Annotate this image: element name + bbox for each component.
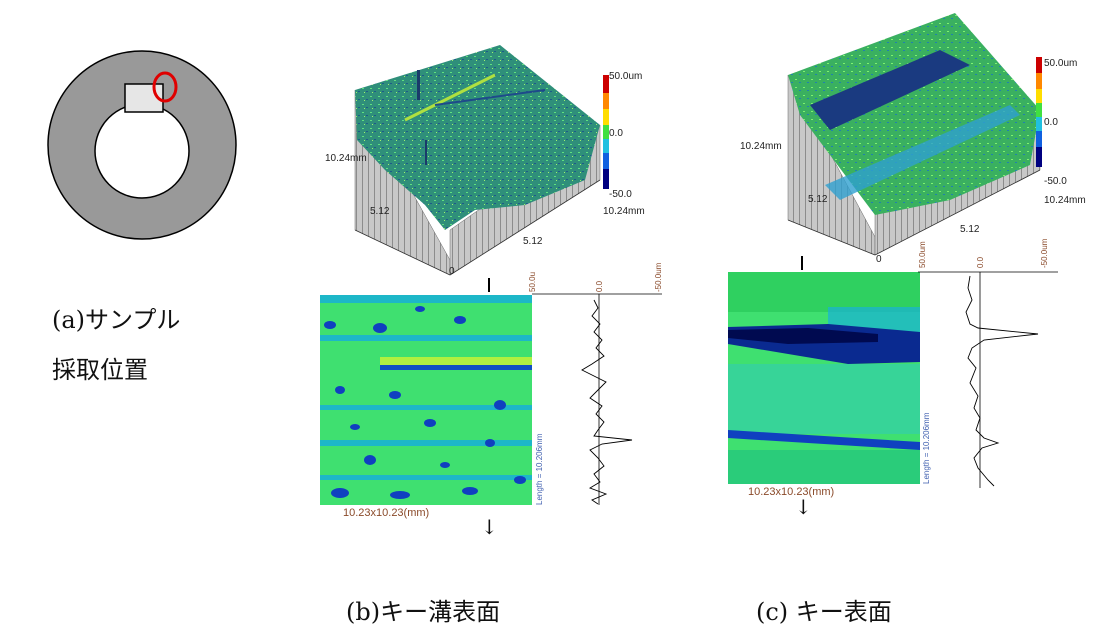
c-profile-scale-right: -50.0um (1040, 238, 1049, 268)
b-profile-scale-right: -50.0um (654, 262, 663, 292)
sample-location-diagram (47, 50, 237, 240)
caption-a-line1: (a)サンプル (52, 306, 181, 334)
b-axis-10-24-right: 10.24mm (603, 206, 645, 217)
c-down-arrow-icon: ↓ (795, 495, 812, 519)
c-axis-5-12-left: 5.12 (808, 194, 828, 205)
c-axis-10-24-right: 10.24mm (1044, 195, 1086, 206)
caption-b: (b)キー溝表面 (346, 598, 501, 626)
profile-b (532, 293, 662, 505)
b-scale-bottom: -50.0 (609, 189, 632, 200)
ring-inner (94, 103, 190, 199)
b-size-label: 10.23x10.23(mm) (343, 507, 430, 519)
b-scale-mid: 0.0 (609, 128, 623, 139)
b-section-marker-top (488, 278, 490, 292)
profile-c (918, 271, 1058, 488)
b-axis-5-12-bottom: 5.12 (523, 236, 543, 247)
b-axis-0: 0 (449, 266, 455, 277)
caption-a-line2: 採取位置 (52, 356, 148, 384)
b-axis-10-24-left: 10.24mm (325, 153, 367, 164)
c-scale-bottom: -50.0 (1044, 176, 1067, 187)
c-profile-scale-left: 50.0um (918, 241, 927, 268)
surface-3d-b (354, 45, 609, 276)
surface-3d-c (787, 13, 1042, 256)
c-profile-scale-mid: 0.0 (976, 256, 985, 268)
caption-c: (c) キー表面 (756, 598, 892, 626)
c-axis-5-12-bottom: 5.12 (960, 224, 980, 235)
sampling-point-marker (152, 71, 178, 103)
c-axis-10-24-left: 10.24mm (740, 141, 782, 152)
c-size-label: 10.23x10.23(mm) (748, 486, 835, 498)
c-section-marker-top (801, 256, 803, 270)
c-scale-top: 50.0um (1044, 58, 1078, 69)
b-scale-top: 50.0um (609, 71, 643, 82)
c-scale-mid: 0.0 (1044, 117, 1058, 128)
height-map-c (728, 272, 920, 484)
c-axis-0: 0 (876, 254, 882, 265)
b-profile-scale-mid: 0.0 (595, 280, 604, 292)
b-axis-5-12-left: 5.12 (370, 206, 390, 217)
b-profile-scale-left: 50.0u (528, 271, 537, 292)
b-down-arrow-icon: ↓ (481, 515, 498, 539)
height-map-b (320, 295, 532, 505)
